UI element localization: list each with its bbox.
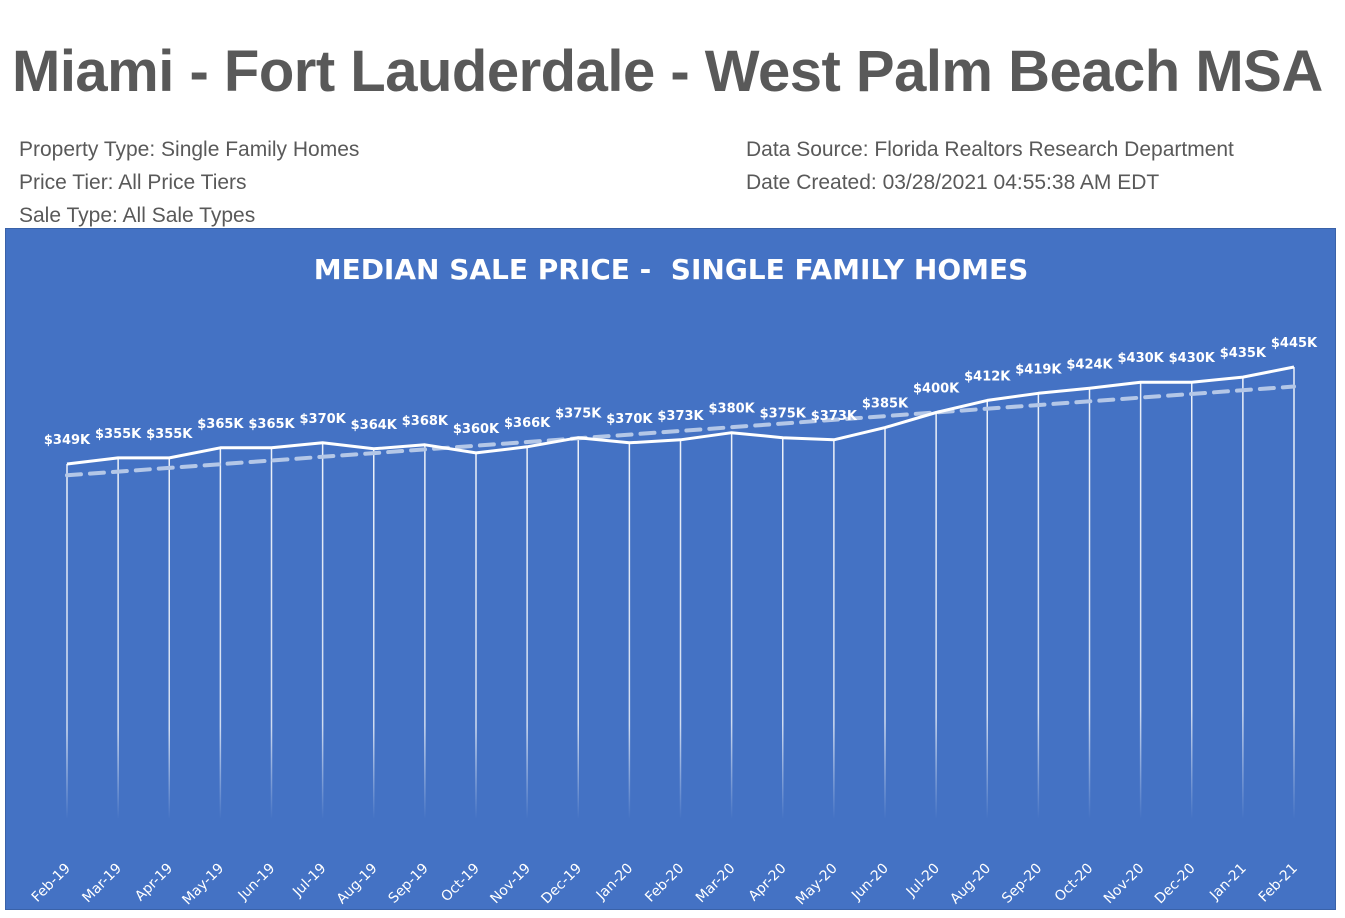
x-tick-label: Jul-19 (289, 861, 329, 901)
data-label: $435K (1220, 346, 1267, 361)
drop-line (66, 464, 68, 819)
x-tick-label: Apr-20 (746, 861, 790, 905)
data-label: $400K (913, 381, 960, 396)
data-label: $375K (555, 407, 602, 422)
data-label: $360K (453, 422, 500, 437)
drop-line (1191, 382, 1193, 819)
x-tick-label: Feb-21 (1256, 861, 1301, 906)
drop-line (373, 448, 375, 819)
data-label: $412K (964, 369, 1011, 384)
x-tick-label: Aug-19 (334, 861, 381, 908)
chart-title: MEDIAN SALE PRICE - SINGLE FAMILY HOMES (314, 253, 1029, 286)
x-tick-label: Dec-19 (538, 861, 585, 908)
drop-line (833, 439, 835, 819)
x-tick-label: Nov-19 (487, 861, 534, 908)
drop-line (628, 442, 631, 819)
data-label: $368K (402, 414, 449, 429)
date-created: Date Created: 03/28/2021 04:55:38 AM EDT (746, 171, 1160, 194)
x-tick-label: Mar-19 (79, 861, 125, 907)
x-tick-label: Jun-20 (848, 861, 892, 905)
drop-line (168, 457, 170, 819)
drop-line (1293, 367, 1295, 819)
drop-line (424, 444, 426, 819)
data-label: $373K (657, 409, 704, 424)
x-tick-label: Feb-20 (642, 861, 687, 906)
drop-line (782, 437, 784, 819)
x-tick-label: Nov-20 (1101, 861, 1148, 908)
line-chart: MEDIAN SALE PRICE - SINGLE FAMILY HOMES … (29, 253, 1318, 909)
drop-line (270, 447, 273, 819)
data-label: $349K (44, 433, 91, 448)
drop-line (117, 457, 119, 819)
x-tick-label: May-19 (179, 861, 227, 909)
meta-left: Property Type: Single Family Homes Price… (19, 133, 359, 232)
data-label: $370K (606, 412, 653, 427)
drop-line (986, 400, 988, 819)
meta-right: Data Source: Florida Realtors Research D… (746, 133, 1234, 199)
trendline (65, 384, 1296, 478)
x-axis-labels: Feb-19 Mar-19 Apr-19 May-19 Jun-19 Jul-19 Aug-… (29, 861, 1301, 909)
property-type: Property Type: Single Family Homes (19, 138, 360, 161)
x-tick-label: Feb-19 (29, 861, 74, 906)
drop-line (1242, 377, 1244, 819)
drop-line (730, 432, 733, 819)
data-label: $373K (811, 409, 858, 424)
drop-line (1037, 393, 1040, 819)
data-label: $375K (760, 407, 807, 422)
data-source: Data Source: Florida Realtors Research D… (746, 138, 1234, 161)
x-tick-label: Jan-20 (593, 861, 636, 904)
data-label: $445K (1271, 336, 1318, 351)
median-price-line (66, 365, 1295, 466)
series-line (66, 365, 1295, 466)
data-label: $430K (1169, 351, 1216, 366)
drop-line (321, 442, 324, 819)
x-tick-label: Sep-20 (999, 861, 1045, 907)
data-label: $430K (1117, 351, 1164, 366)
data-label: $365K (197, 417, 244, 432)
data-label: $419K (1015, 362, 1062, 377)
drop-line (1088, 388, 1091, 819)
x-tick-label: Aug-20 (947, 861, 994, 908)
page-title: Miami - Fort Lauderdale - West Palm Beac… (12, 39, 1323, 104)
x-tick-label: Apr-19 (132, 861, 176, 905)
drop-line (577, 437, 579, 819)
x-tick-label: Jan-21 (1206, 861, 1249, 904)
x-tick-label: Mar-20 (693, 861, 739, 907)
drop-lines (66, 367, 1295, 819)
x-tick-label: Oct-20 (1052, 861, 1097, 906)
drop-line (475, 452, 477, 819)
data-label: $355K (95, 427, 142, 442)
data-label: $380K (708, 402, 755, 417)
x-tick-label: Oct-19 (438, 861, 483, 906)
data-label: $424K (1066, 357, 1113, 372)
x-tick-label: Sep-19 (386, 861, 432, 907)
data-label: $385K (862, 397, 909, 412)
data-labels: $349K $355K $355K $365K $365K $370K $364K $368K… (44, 336, 1318, 448)
data-label: $364K (351, 418, 398, 433)
data-label: $366K (504, 416, 551, 431)
drop-line (526, 446, 528, 819)
drop-line (1139, 382, 1142, 819)
drop-line (884, 427, 886, 819)
drop-line (219, 447, 222, 819)
data-label: $355K (146, 427, 193, 442)
x-tick-label: Jul-20 (903, 861, 943, 901)
x-tick-label: May-20 (793, 861, 841, 909)
sale-type: Sale Type: All Sale Types (19, 204, 256, 227)
price-tier: Price Tier: All Price Tiers (19, 171, 247, 194)
drop-line (935, 412, 937, 819)
trend-line (65, 384, 1296, 478)
data-label: $365K (248, 417, 295, 432)
data-label: $370K (299, 412, 346, 427)
x-tick-label: Jun-19 (235, 861, 279, 905)
drop-line (679, 439, 682, 819)
chart-area: MEDIAN SALE PRICE - SINGLE FAMILY HOMES … (5, 228, 1336, 910)
x-tick-label: Dec-20 (1152, 861, 1199, 908)
